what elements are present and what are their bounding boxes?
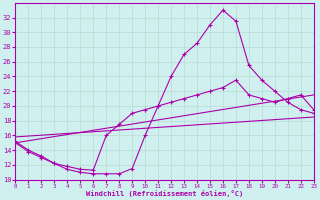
X-axis label: Windchill (Refroidissement éolien,°C): Windchill (Refroidissement éolien,°C) bbox=[86, 190, 243, 197]
